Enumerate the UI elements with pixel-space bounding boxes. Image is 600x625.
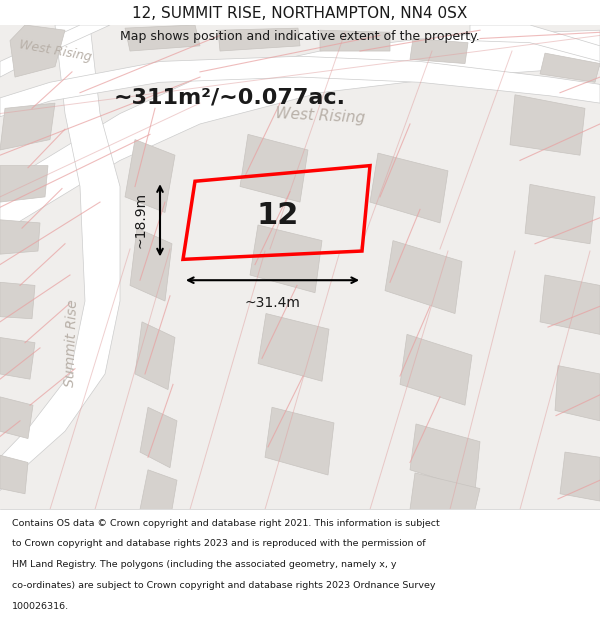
Polygon shape	[385, 241, 462, 314]
Polygon shape	[540, 53, 600, 82]
Polygon shape	[0, 397, 33, 439]
Text: Contains OS data © Crown copyright and database right 2021. This information is : Contains OS data © Crown copyright and d…	[12, 519, 440, 528]
Polygon shape	[240, 134, 308, 202]
Text: to Crown copyright and database rights 2023 and is reproduced with the permissio: to Crown copyright and database rights 2…	[12, 539, 425, 549]
Polygon shape	[0, 166, 48, 202]
Polygon shape	[258, 314, 329, 381]
Polygon shape	[540, 275, 600, 334]
Polygon shape	[0, 56, 600, 117]
Polygon shape	[0, 25, 120, 491]
Text: ~18.9m: ~18.9m	[134, 192, 148, 248]
Polygon shape	[0, 282, 35, 319]
Polygon shape	[125, 139, 175, 212]
Polygon shape	[140, 408, 177, 468]
Text: West Rising: West Rising	[275, 106, 365, 126]
Polygon shape	[0, 338, 35, 379]
Polygon shape	[250, 225, 322, 292]
Polygon shape	[135, 322, 175, 389]
Polygon shape	[125, 25, 200, 51]
Text: ~31.4m: ~31.4m	[245, 296, 301, 310]
Polygon shape	[370, 153, 448, 223]
Text: Summit Rise: Summit Rise	[64, 299, 80, 387]
Polygon shape	[470, 25, 600, 61]
Polygon shape	[10, 25, 65, 77]
Text: 12, SUMMIT RISE, NORTHAMPTON, NN4 0SX: 12, SUMMIT RISE, NORTHAMPTON, NN4 0SX	[133, 6, 467, 21]
Text: co-ordinates) are subject to Crown copyright and database rights 2023 Ordnance S: co-ordinates) are subject to Crown copyr…	[12, 581, 436, 590]
Text: 100026316.: 100026316.	[12, 602, 69, 611]
Polygon shape	[510, 95, 585, 155]
Polygon shape	[0, 30, 600, 233]
Text: West Rising: West Rising	[18, 38, 92, 64]
Polygon shape	[560, 452, 600, 501]
Polygon shape	[130, 228, 172, 301]
Polygon shape	[0, 455, 28, 494]
Polygon shape	[555, 366, 600, 421]
Polygon shape	[410, 424, 480, 491]
Text: 12: 12	[257, 201, 299, 230]
Polygon shape	[140, 470, 177, 509]
Text: Map shows position and indicative extent of the property.: Map shows position and indicative extent…	[120, 30, 480, 43]
Polygon shape	[525, 184, 595, 244]
Polygon shape	[0, 103, 55, 150]
Polygon shape	[0, 220, 40, 254]
Polygon shape	[320, 30, 390, 51]
Polygon shape	[218, 28, 300, 51]
Polygon shape	[0, 25, 110, 77]
Polygon shape	[410, 473, 480, 509]
Polygon shape	[410, 39, 468, 64]
Polygon shape	[400, 334, 472, 405]
Text: ~311m²/~0.077ac.: ~311m²/~0.077ac.	[114, 88, 346, 108]
Polygon shape	[265, 408, 334, 475]
Text: HM Land Registry. The polygons (including the associated geometry, namely x, y: HM Land Registry. The polygons (includin…	[12, 560, 397, 569]
